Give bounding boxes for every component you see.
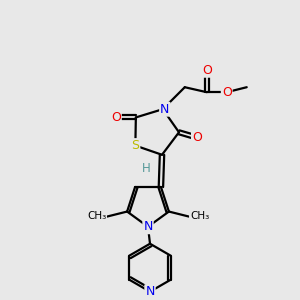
- Text: CH₃: CH₃: [190, 211, 209, 220]
- Text: O: O: [202, 64, 212, 77]
- Text: O: O: [222, 86, 232, 99]
- Text: H: H: [142, 162, 151, 176]
- Text: S: S: [131, 139, 140, 152]
- Text: O: O: [111, 111, 121, 124]
- Text: N: N: [160, 103, 170, 116]
- Text: N: N: [143, 220, 153, 233]
- Text: O: O: [192, 131, 202, 144]
- Text: N: N: [145, 285, 155, 298]
- Text: CH₃: CH₃: [87, 211, 106, 220]
